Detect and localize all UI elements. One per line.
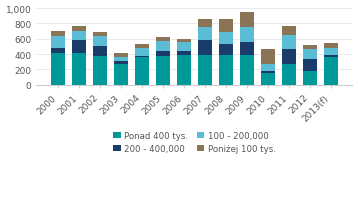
Bar bbox=[113, 53, 128, 58]
Bar bbox=[282, 65, 296, 85]
Bar bbox=[72, 32, 86, 41]
Bar bbox=[93, 33, 107, 37]
Bar bbox=[219, 33, 233, 44]
Bar bbox=[282, 36, 296, 49]
Bar bbox=[261, 71, 275, 74]
Bar bbox=[282, 27, 296, 36]
Bar bbox=[72, 41, 86, 53]
Bar bbox=[50, 32, 65, 37]
Bar bbox=[240, 13, 254, 28]
Bar bbox=[135, 58, 149, 85]
Bar bbox=[113, 58, 128, 62]
Bar bbox=[324, 48, 338, 56]
Bar bbox=[176, 56, 191, 85]
Bar bbox=[324, 58, 338, 85]
Bar bbox=[261, 49, 275, 65]
Bar bbox=[219, 44, 233, 56]
Bar bbox=[324, 56, 338, 58]
Bar bbox=[156, 56, 170, 85]
Bar bbox=[324, 44, 338, 48]
Bar bbox=[93, 47, 107, 56]
Bar bbox=[50, 49, 65, 53]
Legend: Ponad 400 tys., 200 - 400,000, 100 - 200,000, Poniżej 100 tys.: Ponad 400 tys., 200 - 400,000, 100 - 200… bbox=[110, 128, 279, 157]
Bar bbox=[176, 43, 191, 51]
Bar bbox=[135, 56, 149, 58]
Bar bbox=[50, 53, 65, 85]
Bar bbox=[176, 40, 191, 43]
Bar bbox=[50, 37, 65, 49]
Bar bbox=[72, 27, 86, 32]
Bar bbox=[198, 28, 212, 40]
Bar bbox=[176, 51, 191, 56]
Bar bbox=[198, 40, 212, 56]
Bar bbox=[93, 56, 107, 85]
Bar bbox=[72, 53, 86, 85]
Bar bbox=[282, 49, 296, 65]
Bar bbox=[261, 74, 275, 85]
Bar bbox=[135, 49, 149, 56]
Bar bbox=[219, 56, 233, 85]
Bar bbox=[198, 56, 212, 85]
Bar bbox=[303, 59, 317, 71]
Bar bbox=[156, 38, 170, 41]
Bar bbox=[113, 62, 128, 65]
Bar bbox=[303, 71, 317, 85]
Bar bbox=[303, 46, 317, 50]
Bar bbox=[219, 20, 233, 33]
Bar bbox=[156, 41, 170, 52]
Bar bbox=[303, 50, 317, 59]
Bar bbox=[240, 56, 254, 85]
Bar bbox=[198, 20, 212, 28]
Bar bbox=[156, 52, 170, 56]
Bar bbox=[240, 43, 254, 56]
Bar bbox=[93, 37, 107, 47]
Bar bbox=[261, 65, 275, 71]
Bar bbox=[240, 28, 254, 43]
Bar bbox=[113, 65, 128, 85]
Bar bbox=[135, 45, 149, 49]
